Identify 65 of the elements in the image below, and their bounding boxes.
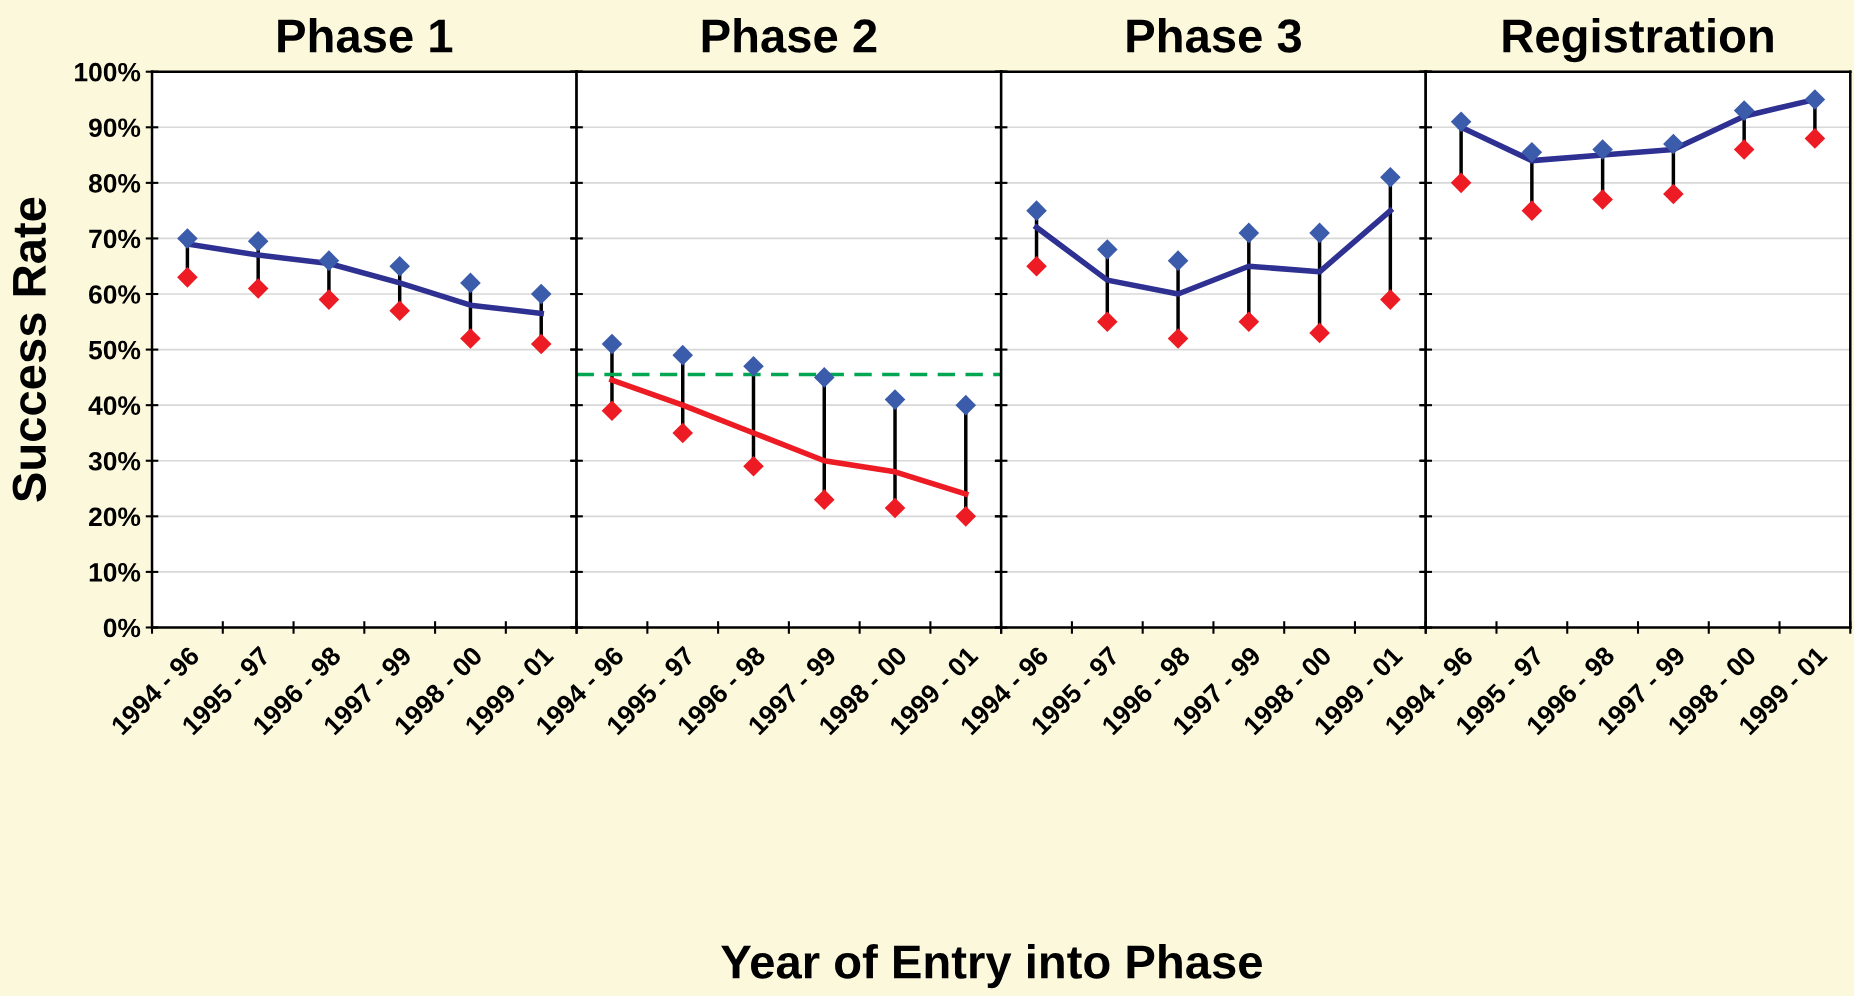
point [1592,139,1613,160]
point [318,289,340,310]
point [813,367,835,388]
point [1804,128,1826,149]
y-tick-label: 60% [89,285,141,304]
point [1733,100,1755,121]
point [177,267,198,288]
y-tick-label: 100% [75,62,141,82]
point [1804,89,1826,110]
y-tick-label: 50% [88,340,141,360]
point [955,506,977,527]
point [1521,200,1543,221]
point [601,333,623,355]
point [1167,250,1189,271]
point [1026,200,1047,221]
y-tick-label: 90% [89,118,141,138]
y-tick-label: 40% [88,396,141,415]
point [672,344,694,366]
point [1097,239,1118,260]
x-axis-title: Year of Entry into Phase [721,944,1262,989]
point [1309,222,1330,244]
point [955,394,977,416]
point [1663,183,1684,205]
y-tick-label: 80% [88,174,141,193]
point [247,278,269,299]
point [1309,322,1330,344]
point [1663,133,1684,155]
point [389,300,410,321]
point [460,272,481,294]
point [1450,172,1472,194]
point [601,400,623,422]
point [1097,311,1118,333]
y-tick-label: 70% [89,229,141,249]
point [1450,111,1472,133]
point [318,250,340,271]
chart-title: Registration [1503,18,1773,63]
point [743,456,764,477]
chart-title: Phase 3 [1127,18,1301,53]
y-tick-label: 30% [88,451,141,471]
point [530,333,552,355]
chart-title: Phase 2 [702,18,877,53]
point [1238,222,1260,244]
y-tick-label: 0% [103,618,141,638]
point [1026,255,1047,277]
point [1521,142,1543,163]
y-tick-label: 20% [89,507,141,527]
point [1592,189,1613,210]
point [672,422,694,444]
y-tick-label: 10% [89,563,141,582]
point [743,355,764,377]
point [177,228,198,249]
point [389,255,410,277]
point [1380,167,1401,188]
point [1380,289,1401,310]
point [1733,139,1755,160]
point [530,283,552,305]
point [884,389,906,410]
point [1167,328,1189,349]
point [813,489,835,510]
y-axis-title: Success Rate [12,197,47,502]
point [1238,311,1260,333]
point [460,328,481,349]
chart-title: Phase 1 [278,18,453,53]
point [247,230,269,252]
point [884,497,906,519]
